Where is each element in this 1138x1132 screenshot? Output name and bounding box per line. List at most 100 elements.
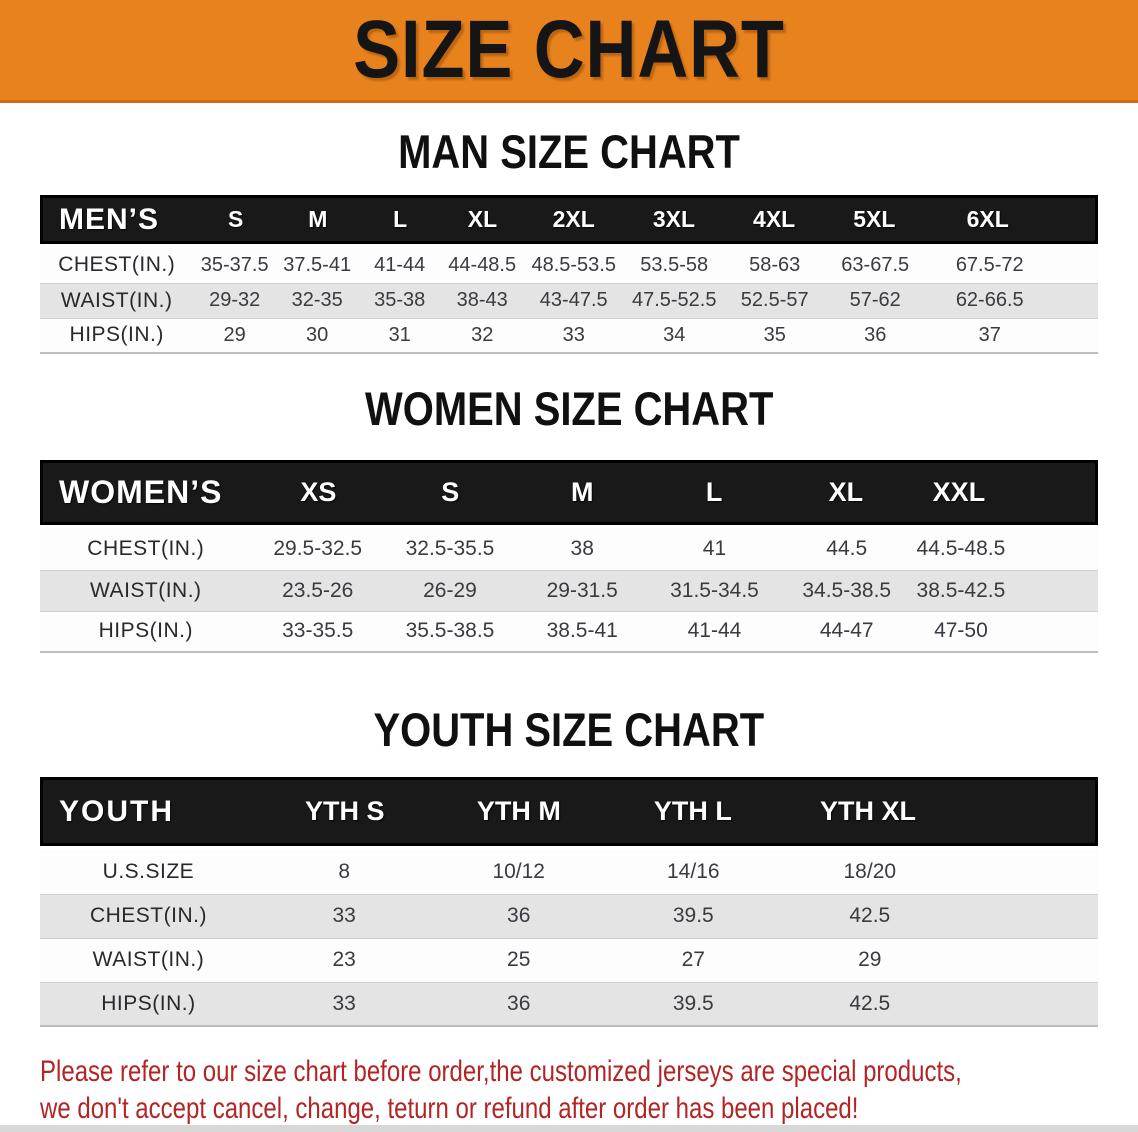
- row-label: HIPS(IN.): [40, 318, 194, 354]
- size-column-header: S: [194, 195, 277, 244]
- table-cell: 10/12: [431, 850, 606, 895]
- table-cell: 25: [431, 938, 606, 983]
- size-table-body: U.S.SIZE 8 10/12 14/16 18/20 CHEST(IN.) 33 36 39…: [40, 850, 1098, 1027]
- table-cell: 48.5-53.5: [523, 248, 624, 284]
- table-cell: 32: [440, 318, 524, 354]
- table-cell: 14/16: [606, 850, 781, 895]
- table-cell: 44.5-48.5: [912, 529, 1098, 571]
- row-label: CHEST(IN.): [40, 529, 252, 571]
- table-row: HIPS(IN.) 29 30 31 32 33 34 35 36 37: [40, 318, 1098, 354]
- table-cell: 33: [523, 318, 624, 354]
- table-row: CHEST(IN.) 35-37.5 37.5-41 41-44 44-48.5 48.5…: [40, 248, 1098, 284]
- table-cell: 35-37.5: [193, 248, 276, 284]
- row-label: WAIST(IN.): [40, 570, 252, 612]
- table-cell: 37.5-41: [275, 248, 359, 284]
- table-cell: 38.5-42.5: [912, 570, 1098, 612]
- size-column-header: M: [516, 460, 649, 525]
- size-column-header: 3XL: [623, 195, 725, 244]
- table-cell: 23: [256, 938, 432, 983]
- header-row: MEN’S S M L XL 2XL 3XL 4XL 5XL 6XL: [40, 195, 1099, 244]
- table-cell: 36: [431, 894, 606, 939]
- size-column-header: 5XL: [824, 195, 925, 244]
- size-column-header: 4XL: [724, 195, 825, 244]
- table-cell: 47.5-52.5: [623, 283, 725, 319]
- table-cell: 36: [824, 318, 926, 354]
- table-cell: 38.5-41: [516, 611, 649, 653]
- table-cell: 41-44: [358, 248, 441, 284]
- size-table-header: YOUTH YTH S YTH M YTH L YTH XL: [39, 777, 1098, 846]
- row-label: CHEST(IN.): [40, 248, 194, 284]
- table-cell: 29: [193, 318, 276, 354]
- row-label: U.S.SIZE: [40, 850, 257, 895]
- table-cell: 39.5: [606, 894, 781, 939]
- table-cell: 30: [275, 318, 359, 354]
- size-column-header: M: [276, 195, 360, 244]
- youth-size-table: YOUTH YTH S YTH M YTH L YTH XL U.S.SIZE 8 10/12…: [39, 777, 1098, 1027]
- size-chart-title: SIZE CHART: [353, 4, 785, 95]
- table-cell: 18/20: [780, 850, 1098, 895]
- women-size-table: WOMEN’S XS S M L XL XXL CHEST(IN.) 29.5-32.5 32.5…: [40, 460, 1098, 653]
- size-column-header: 2XL: [523, 195, 624, 244]
- size-column-header: YTH XL: [779, 777, 1098, 846]
- header-row: WOMEN’S XS S M L XL XXL: [40, 460, 1098, 525]
- man-size-chart-heading-text: MAN SIZE CHART: [398, 125, 740, 178]
- table-cell: 26-29: [383, 570, 517, 612]
- size-column-header: YTH L: [605, 777, 780, 846]
- men-size-table: MEN’S S M L XL 2XL 3XL 4XL 5XL 6XL CHEST(IN.) 35-37…: [40, 195, 1099, 354]
- table-row: CHEST(IN.) 33 36 39.5 42.5: [40, 894, 1098, 939]
- table-cell: 44.5: [780, 529, 913, 571]
- table-cell: 33: [256, 982, 432, 1027]
- table-cell: 42.5: [780, 982, 1098, 1027]
- table-cell: 34: [623, 318, 725, 354]
- table-cell: 29-31.5: [516, 570, 649, 612]
- size-column-header: YTH S: [257, 777, 432, 846]
- women-size-chart-heading-text: WOMEN SIZE CHART: [364, 382, 774, 435]
- table-cell: 35.5-38.5: [383, 611, 517, 653]
- table-cell: 41: [648, 529, 781, 571]
- table-cell: 29.5-32.5: [251, 529, 384, 571]
- banner: SIZE CHART: [0, 0, 1138, 103]
- table-cell: 67.5-72: [925, 248, 1098, 284]
- table-cell: 47-50: [912, 611, 1098, 653]
- size-column-header: L: [359, 195, 442, 244]
- note-line-1: Please refer to our size chart before or…: [40, 1055, 962, 1088]
- table-cell: 53.5-58: [623, 248, 725, 284]
- size-table-header: WOMEN’S XS S M L XL XXL: [40, 460, 1098, 525]
- size-table-header: MEN’S S M L XL 2XL 3XL 4XL 5XL 6XL: [40, 195, 1099, 244]
- row-label: HIPS(IN.): [40, 611, 252, 653]
- row-label: WAIST(IN.): [40, 283, 194, 319]
- table-cell: 31: [358, 318, 441, 354]
- size-column-header: 6XL: [924, 195, 1099, 244]
- youth-size-chart-heading: YOUTH SIZE CHART: [0, 705, 1138, 755]
- table-cell: 44-47: [780, 611, 913, 653]
- row-label: CHEST(IN.): [40, 894, 257, 939]
- table-title-cell: YOUTH: [39, 777, 258, 846]
- table-row: WAIST(IN.) 23 25 27 29: [40, 938, 1098, 983]
- table-cell: 33: [256, 894, 432, 939]
- size-column-header: S: [384, 460, 517, 525]
- table-cell: 57-62: [824, 283, 926, 319]
- size-table-body: CHEST(IN.) 29.5-32.5 32.5-35.5 38 41 44.5 44.5…: [40, 529, 1098, 653]
- table-cell: 36: [431, 982, 606, 1027]
- table-cell: 35-38: [358, 283, 441, 319]
- size-column-header: XXL: [911, 460, 1098, 525]
- table-row: U.S.SIZE 8 10/12 14/16 18/20: [40, 850, 1098, 895]
- note-line-2: we don't accept cancel, change, teturn o…: [40, 1092, 859, 1125]
- table-cell: 8: [256, 850, 432, 895]
- table-cell: 32.5-35.5: [383, 529, 517, 571]
- size-column-header: XS: [252, 460, 385, 525]
- table-cell: 39.5: [606, 982, 781, 1027]
- order-note: Please refer to our size chart before or…: [40, 1053, 1138, 1127]
- table-cell: 33-35.5: [251, 611, 384, 653]
- table-cell: 38: [516, 529, 649, 571]
- table-cell: 63-67.5: [824, 248, 926, 284]
- table-cell: 27: [606, 938, 781, 983]
- youth-size-chart-heading-text: YOUTH SIZE CHART: [373, 703, 765, 756]
- table-cell: 37: [925, 318, 1098, 354]
- table-title-cell: MEN’S: [40, 195, 195, 244]
- table-row: WAIST(IN.) 29-32 32-35 35-38 38-43 43-47.5 47.…: [40, 283, 1098, 319]
- table-cell: 31.5-34.5: [648, 570, 781, 612]
- table-cell: 29-32: [193, 283, 276, 319]
- table-cell: 42.5: [780, 894, 1098, 939]
